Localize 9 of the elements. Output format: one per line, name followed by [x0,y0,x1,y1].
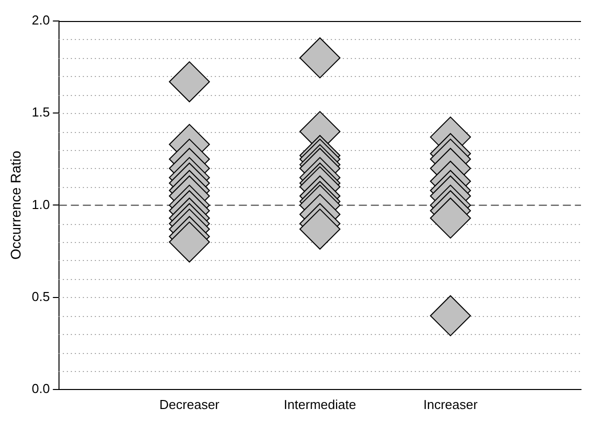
y-tick-label: 0.0 [32,380,50,396]
y-axis-title: Occurrence Ratio [7,150,24,260]
y-tick-label: 0.5 [32,288,50,304]
x-tick-label: Intermediate [284,396,356,412]
y-tick-label: 1.5 [32,104,50,120]
y-tick-label: 1.0 [32,196,50,212]
x-tick-label: Increaser [423,396,478,412]
x-tick-label: Decreaser [159,396,220,412]
y-tick-label: 2.0 [32,12,50,28]
